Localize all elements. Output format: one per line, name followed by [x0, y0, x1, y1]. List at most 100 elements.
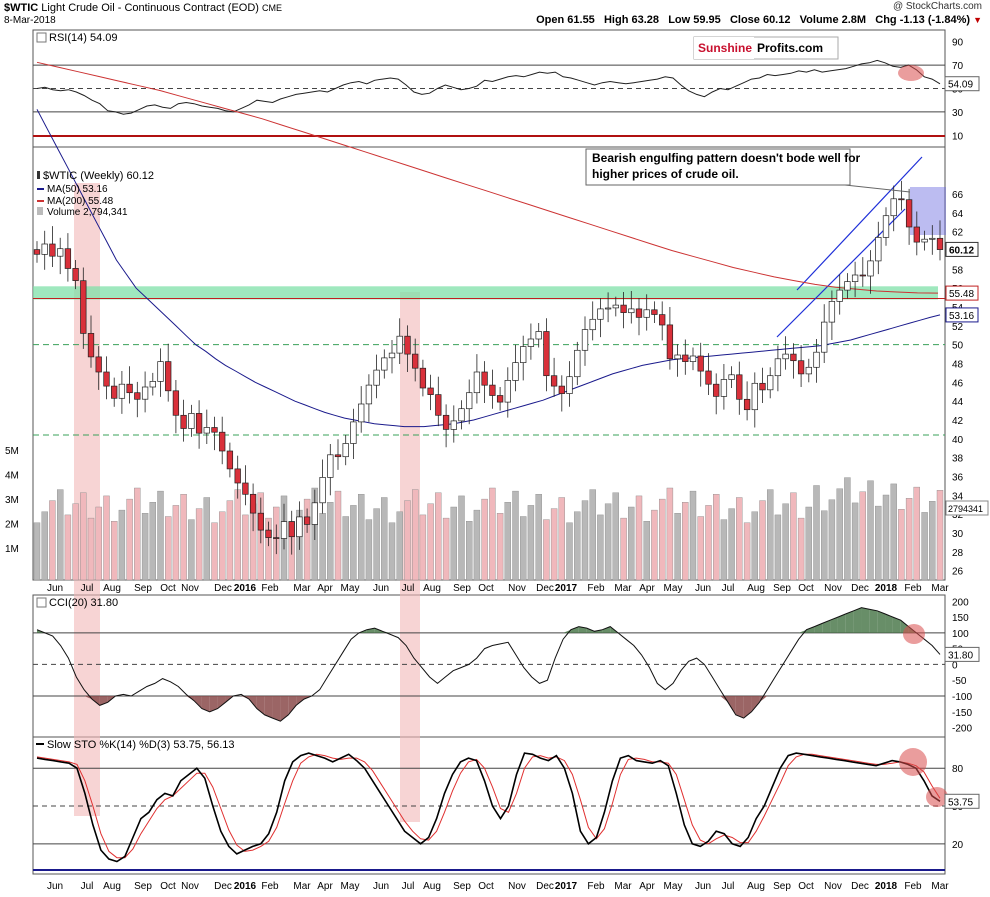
candle-body	[466, 392, 473, 410]
change-value: Chg -1.13 (-1.84%)	[875, 14, 971, 26]
x-tick-label-lower: Aug	[747, 881, 765, 892]
x-tick-label-upper: Nov	[181, 583, 199, 594]
price-tick-label: 46	[952, 378, 964, 389]
candle-body	[242, 482, 249, 495]
volume-bar	[126, 498, 133, 581]
candle-body	[172, 390, 180, 416]
candle-body	[682, 354, 689, 362]
candle-body	[597, 308, 604, 320]
candle-body	[188, 413, 195, 429]
sto-tick-label: 20	[952, 840, 964, 851]
cci-overbought-fill	[845, 610, 854, 633]
candle-body	[373, 369, 380, 386]
candle-body	[898, 198, 905, 201]
candle-body	[203, 427, 210, 434]
cci-oversold-fill	[288, 695, 297, 715]
candle-body	[882, 215, 890, 238]
candle-body	[821, 321, 828, 353]
x-tick-label-lower: Sep	[134, 881, 152, 892]
volume-bar	[358, 494, 365, 581]
volume-bar	[635, 495, 643, 581]
x-tick-label-upper: Feb	[261, 583, 279, 594]
x-tick-label-upper: Nov	[824, 583, 842, 594]
candle-body	[604, 307, 612, 310]
volume-bar	[929, 501, 936, 581]
candle-body	[504, 380, 511, 403]
volume-bar	[705, 505, 712, 581]
x-tick-label-upper: Dec	[536, 583, 554, 594]
cci-overbought-fill	[806, 626, 815, 633]
candle-body	[767, 375, 774, 391]
candle-body	[913, 226, 920, 243]
candle-body	[103, 371, 110, 387]
cci-oversold-fill	[735, 695, 744, 719]
open-value: Open 61.55	[536, 14, 595, 26]
cci-oversold-fill	[751, 695, 760, 712]
candle-body	[311, 502, 318, 525]
candle-body	[929, 237, 936, 240]
volume-bar	[574, 511, 581, 581]
candle-body	[813, 351, 820, 368]
volume-bar	[489, 487, 496, 581]
x-tick-label-upper: May	[341, 583, 360, 594]
x-tick-label-upper: Jun	[695, 583, 711, 594]
x-tick-label-upper: Sep	[134, 583, 152, 594]
x-tick-label-lower: Oct	[478, 881, 494, 892]
cci-overbought-fill	[814, 623, 823, 633]
volume-bar	[659, 498, 666, 581]
cci-oversold-fill	[720, 695, 728, 703]
volume-bar	[882, 494, 890, 581]
candle-body	[535, 331, 542, 340]
volume-bar	[713, 494, 720, 581]
x-tick-label-lower: Dec	[536, 881, 554, 892]
candle-body	[805, 366, 812, 375]
volume-last-box	[945, 500, 989, 516]
volume-bar	[581, 500, 589, 581]
x-tick-label-lower: Mar	[293, 881, 311, 892]
candle-body	[936, 237, 944, 250]
candle-body	[890, 198, 897, 217]
candle-body	[635, 308, 643, 318]
cci-tick-label: 100	[952, 629, 969, 640]
x-tick-label-lower: 2016	[234, 881, 257, 892]
candle-body	[388, 352, 396, 359]
volume-bar	[404, 500, 411, 581]
candle-body	[905, 199, 913, 228]
candle-body	[697, 355, 704, 372]
volume-bar	[149, 502, 157, 581]
candle-body	[550, 375, 558, 387]
volume-last-label: 2794341	[948, 504, 983, 514]
price-tick-label: 28	[952, 548, 964, 559]
volume-bar	[844, 477, 851, 581]
volume-bar	[466, 521, 473, 581]
candle-body	[867, 260, 874, 277]
volume-bar	[49, 500, 56, 581]
candle-body	[219, 431, 226, 452]
volume-bar	[651, 509, 658, 581]
candle-body	[165, 361, 172, 392]
cci-panel-frame	[32, 594, 946, 738]
last-price-label: 60.12	[949, 245, 974, 256]
cci-overbought-fill	[877, 610, 886, 633]
candle-body	[620, 304, 627, 313]
price-tick-label: 52	[952, 322, 964, 333]
candle-body	[226, 450, 234, 470]
x-tick-label-upper: 2017	[555, 583, 578, 594]
cci-tick-label: -100	[952, 692, 972, 703]
cci-overbought-fill	[861, 607, 870, 633]
support-zone	[33, 286, 938, 300]
x-tick-label-lower: 2017	[555, 881, 578, 892]
rsi-tick-label: 90	[952, 38, 964, 49]
rsi-tick-label: 70	[952, 61, 964, 72]
volume-bar	[805, 506, 812, 581]
candle-body	[512, 362, 519, 381]
volume-bar	[234, 489, 241, 581]
cci-oversold-fill	[727, 695, 736, 715]
x-tick-label-lower: Nov	[508, 881, 526, 892]
cci-tick-label: 0	[952, 660, 958, 671]
x-tick-label-upper: Oct	[160, 583, 176, 594]
volume-bar	[890, 483, 897, 581]
cci-oversold-fill	[256, 695, 265, 715]
exchange: CME	[262, 3, 283, 13]
volume-bar	[203, 497, 211, 581]
